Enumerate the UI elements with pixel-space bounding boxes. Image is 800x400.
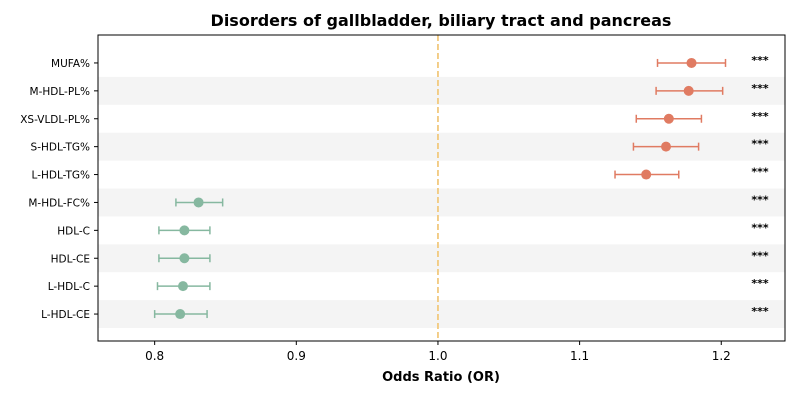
y-tick-label: M-HDL-PL% (30, 86, 90, 98)
y-tick-label: XS-VLDL-PL% (20, 114, 90, 126)
significance-label: *** (751, 166, 769, 179)
significance-label: *** (751, 138, 769, 151)
row-stripe (98, 300, 785, 328)
or-point (177, 281, 188, 292)
or-point (179, 225, 190, 236)
x-axis-title: Odds Ratio (OR) (382, 370, 500, 385)
significance-label: *** (751, 110, 769, 123)
y-tick-label: L-HDL-C (48, 281, 90, 293)
y-tick-label: HDL-CE (51, 253, 90, 265)
significance-label: *** (751, 249, 769, 262)
y-axis: MUFA% M-HDL-PL% XS-VLDL-PL% S-HDL-TG% L-HDL-… (20, 58, 98, 321)
significance-label: *** (751, 305, 769, 318)
plot-frame (97, 34, 786, 342)
x-axis: 0.8 0.9 1.0 1.1 1.2 (145, 341, 731, 363)
x-tick-label: 1.0 (428, 349, 447, 363)
or-point (641, 169, 652, 180)
y-tick-label: MUFA% (51, 58, 90, 70)
x-tick-label: 0.8 (145, 349, 164, 363)
significance-label: *** (751, 193, 769, 206)
x-tick-label: 0.9 (287, 349, 306, 363)
or-point (193, 197, 204, 208)
significance-label: *** (751, 221, 769, 234)
x-tick-label: 1.2 (712, 349, 731, 363)
significance-label: *** (751, 54, 769, 67)
data-marks: *** *** *** *** *** *** *** *** *** *** (153, 54, 769, 320)
or-point (683, 85, 694, 96)
x-tick-label: 1.1 (570, 349, 589, 363)
y-tick-label: L-HDL-TG% (32, 170, 90, 182)
y-tick-label: L-HDL-CE (41, 309, 90, 321)
chart-title: Disorders of gallbladder, biliary tract … (211, 11, 672, 30)
or-point (686, 57, 697, 68)
significance-label: *** (751, 277, 769, 290)
y-tick-label: S-HDL-TG% (31, 142, 90, 154)
or-point (663, 113, 674, 124)
or-point (179, 253, 190, 264)
y-tick-label: HDL-C (57, 225, 90, 237)
row-stripe (98, 244, 785, 273)
y-tick-label: M-HDL-FC% (28, 197, 90, 209)
significance-label: *** (751, 82, 769, 95)
or-point (175, 309, 186, 320)
or-point (661, 141, 672, 152)
